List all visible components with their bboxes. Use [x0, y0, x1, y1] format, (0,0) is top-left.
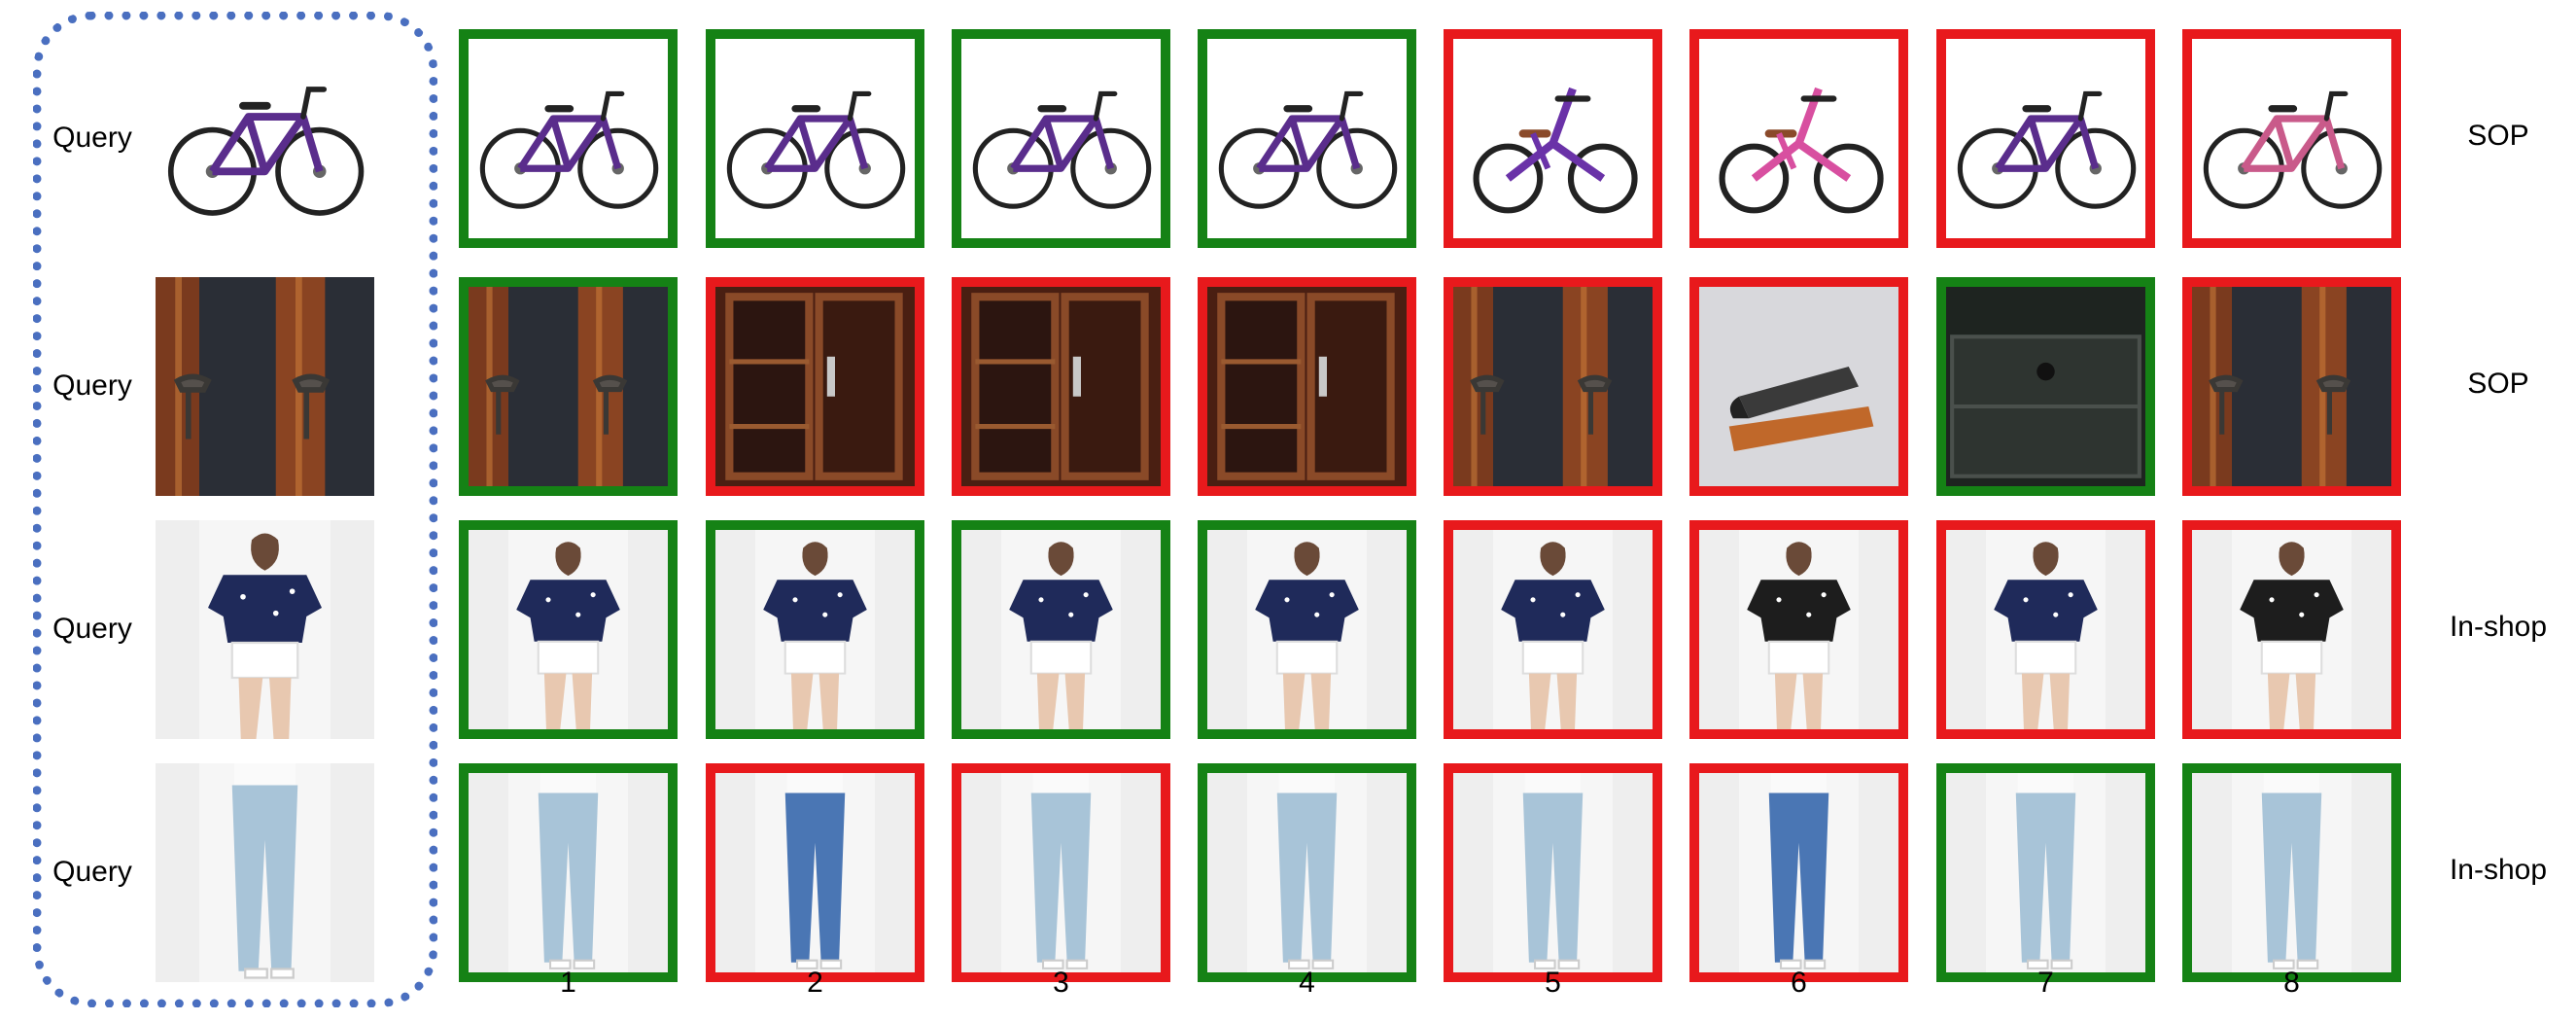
bicycle-icon	[715, 39, 915, 238]
rank-label: 8	[2283, 967, 2300, 999]
folding-bicycle-icon	[1699, 39, 1898, 238]
correct-result	[952, 29, 1170, 248]
drawer-icon	[1946, 287, 2145, 486]
cabinet-icon	[961, 287, 1161, 486]
incorrect-result	[706, 277, 924, 496]
cabinet-icon	[1207, 287, 1407, 486]
stapler-icon	[1699, 287, 1898, 486]
query-label: Query	[52, 121, 132, 154]
cabinet-icon	[715, 287, 915, 486]
incorrect-result	[1444, 520, 1662, 739]
rank-label: 5	[1545, 967, 1561, 999]
query-image	[156, 29, 374, 248]
rank-label: 1	[560, 967, 576, 999]
incorrect-result	[952, 277, 1170, 496]
jeans-icon	[961, 773, 1161, 972]
blouse-icon	[715, 530, 915, 729]
jeans-icon	[1453, 773, 1653, 972]
incorrect-result	[2182, 520, 2401, 739]
query-image	[156, 520, 374, 739]
correct-result	[459, 763, 678, 982]
rank-label: 7	[2037, 967, 2054, 999]
correct-result	[1936, 277, 2155, 496]
correct-result	[1936, 763, 2155, 982]
cabinet-handle-icon	[156, 277, 374, 496]
query-image	[156, 277, 374, 496]
correct-result	[459, 29, 678, 248]
correct-result	[952, 520, 1170, 739]
jeans-icon	[156, 763, 374, 982]
blouse-icon	[469, 530, 668, 729]
rank-label: 3	[1053, 967, 1069, 999]
rank-label: 6	[1791, 967, 1807, 999]
correct-result	[459, 277, 678, 496]
bicycle-icon	[156, 29, 374, 248]
cabinet-handle-icon	[2192, 287, 2391, 486]
blouse-icon	[156, 520, 374, 739]
query-label: Query	[52, 855, 132, 888]
jeans-icon	[2192, 773, 2391, 972]
correct-result	[1198, 520, 1416, 739]
correct-result	[459, 520, 678, 739]
incorrect-result	[2182, 29, 2401, 248]
rank-label: 4	[1299, 967, 1315, 999]
folding-bicycle-icon	[1453, 39, 1653, 238]
blouse-icon	[1699, 530, 1898, 729]
blouse-icon	[961, 530, 1161, 729]
jeans-icon	[715, 773, 915, 972]
incorrect-result	[1444, 29, 1662, 248]
incorrect-result	[952, 763, 1170, 982]
query-image	[156, 763, 374, 982]
incorrect-result	[1444, 763, 1662, 982]
jeans-icon	[1699, 773, 1898, 972]
dataset-label: SOP	[2467, 367, 2529, 400]
correct-result	[706, 29, 924, 248]
jeans-icon	[469, 773, 668, 972]
incorrect-result	[1689, 763, 1908, 982]
query-panel	[33, 12, 437, 1007]
blouse-icon	[2192, 530, 2391, 729]
incorrect-result	[706, 763, 924, 982]
blouse-icon	[1207, 530, 1407, 729]
incorrect-result	[1936, 520, 2155, 739]
dataset-label: SOP	[2467, 119, 2529, 152]
incorrect-result	[1689, 520, 1908, 739]
jeans-icon	[1946, 773, 2145, 972]
bicycle-icon	[469, 39, 668, 238]
incorrect-result	[1198, 277, 1416, 496]
correct-result	[1198, 763, 1416, 982]
incorrect-result	[1689, 277, 1908, 496]
jeans-icon	[1207, 773, 1407, 972]
correct-result	[706, 520, 924, 739]
dataset-label: In-shop	[2449, 610, 2548, 643]
bicycle-icon	[961, 39, 1161, 238]
cabinet-handle-icon	[469, 287, 668, 486]
correct-result	[1198, 29, 1416, 248]
bicycle-icon	[1207, 39, 1407, 238]
dataset-label: In-shop	[2449, 853, 2548, 886]
incorrect-result	[2182, 277, 2401, 496]
rank-label: 2	[807, 967, 823, 999]
blouse-icon	[1946, 530, 2145, 729]
query-label: Query	[52, 612, 132, 645]
correct-result	[2182, 763, 2401, 982]
incorrect-result	[1444, 277, 1662, 496]
cabinet-handle-icon	[1453, 287, 1653, 486]
incorrect-result	[1689, 29, 1908, 248]
query-label: Query	[52, 369, 132, 402]
bicycle-icon	[1946, 39, 2145, 238]
blouse-icon	[1453, 530, 1653, 729]
incorrect-result	[1936, 29, 2155, 248]
bicycle-icon	[2192, 39, 2391, 238]
